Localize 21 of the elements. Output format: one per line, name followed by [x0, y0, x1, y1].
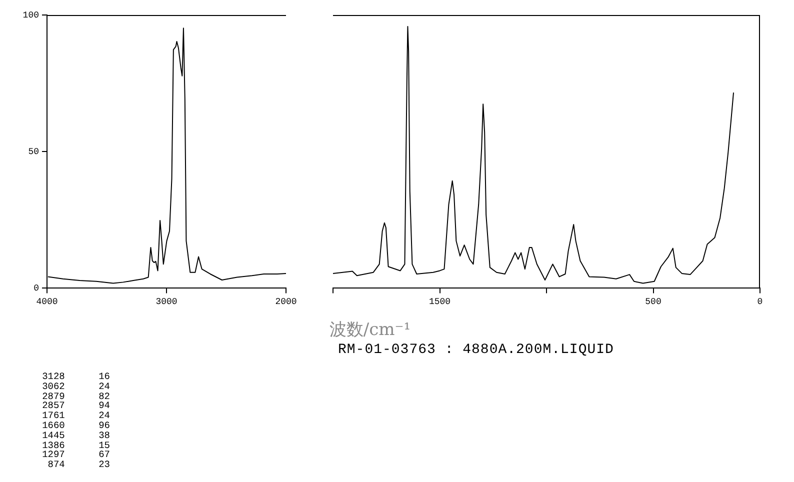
x-tick-label: 4000: [36, 296, 58, 307]
x-tick-label: 0: [757, 296, 763, 307]
y-tick-label: 100: [22, 10, 39, 20]
y-tick-label: 50: [28, 146, 39, 157]
text: 2857 94: [42, 400, 110, 412]
text: 874 23: [48, 459, 110, 470]
text: 3062 24: [42, 380, 110, 392]
text: 1660 96: [42, 420, 110, 431]
x-tick-label: 3000: [156, 296, 178, 307]
x-tick-label: 1500: [428, 296, 451, 307]
text: 2879 82: [42, 390, 110, 402]
text: 1761 24: [42, 410, 110, 422]
text: 1386 15: [42, 440, 110, 451]
x-tick-label: 500: [645, 296, 662, 307]
text: 1445 38: [42, 430, 110, 441]
text: 3128 16: [42, 371, 110, 382]
x-tick-label: 2000: [275, 296, 297, 307]
y-tick-label: 0: [34, 284, 39, 294]
text: RM-01-03763 : 4880A.200M.LIQUID: [338, 342, 614, 358]
text: 1297 67: [42, 449, 110, 460]
x-axis-title: 波数/cm⁻¹: [328, 319, 412, 341]
